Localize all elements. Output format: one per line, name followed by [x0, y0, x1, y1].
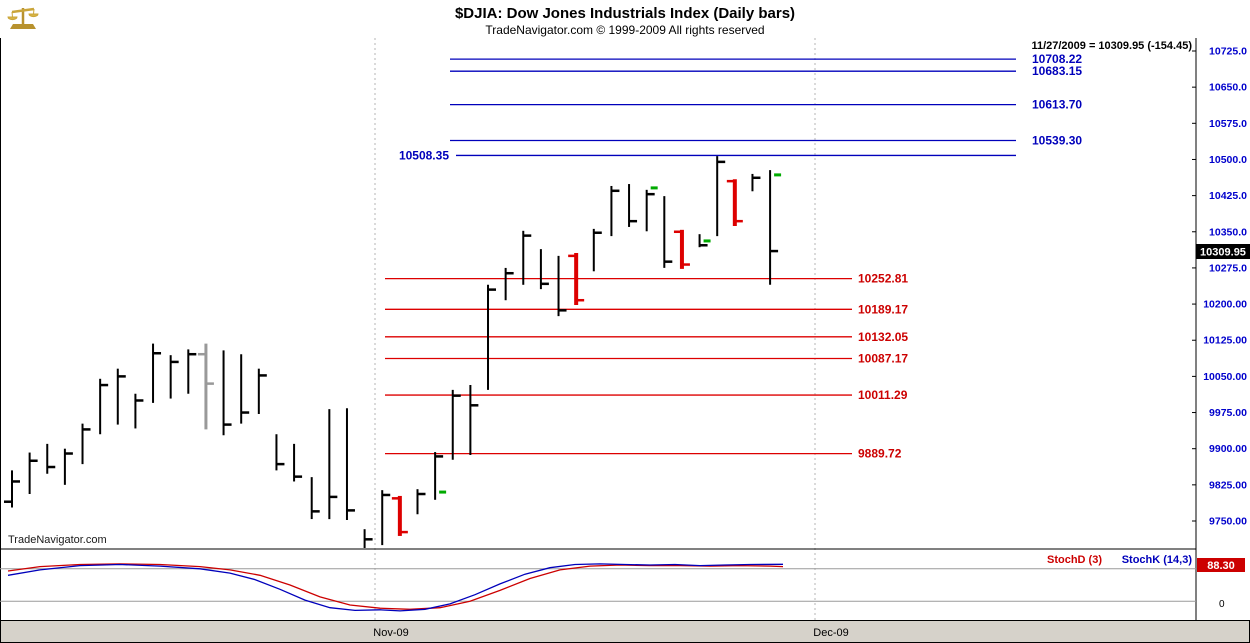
- price-axis-label: 10125.00: [1203, 335, 1247, 347]
- copyright-subtitle: TradeNavigator.com © 1999-2009 All right…: [485, 23, 764, 37]
- price-axis-label: 9975.00: [1209, 407, 1247, 419]
- price-axis-label: 10200.00: [1203, 299, 1247, 311]
- support-label: 10132.05: [858, 330, 908, 344]
- stoch-k-legend[interactable]: StochK (14,3): [1122, 554, 1193, 566]
- watermark: TradeNavigator.com: [8, 534, 107, 546]
- chart-title: $DJIA: Dow Jones Industrials Index (Dail…: [455, 5, 795, 22]
- logo-base: [10, 24, 36, 29]
- last-price-marker-value: 10309.95: [1200, 247, 1246, 259]
- resistance-label: 10508.35: [399, 148, 449, 162]
- resistance-label: 10683.15: [1032, 64, 1082, 78]
- price-axis-label: 9825.00: [1209, 479, 1247, 491]
- last-quote-readout: 11/27/2009 = 10309.95 (-154.45): [1031, 40, 1192, 52]
- price-axis-label: 9900.00: [1209, 443, 1247, 455]
- stoch-k-line: [7, 563, 784, 612]
- month-label-dec: Dec-09: [813, 627, 848, 639]
- stoch-d-line: [7, 563, 784, 610]
- stoch-zero-label: 0: [1219, 599, 1225, 610]
- resistance-label: 10539.30: [1032, 134, 1082, 148]
- price-axis-label: 10725.0: [1209, 46, 1247, 58]
- logo-right-pan: [28, 8, 39, 18]
- resistance-label: 10613.70: [1032, 98, 1082, 112]
- price-axis-label: 9750.00: [1209, 516, 1247, 528]
- price-axis-label: 10650.0: [1209, 82, 1247, 94]
- support-label: 10087.17: [858, 351, 908, 365]
- logo-beam: [11, 7, 35, 14]
- app-logo-icon[interactable]: [7, 7, 39, 29]
- stoch-d-legend[interactable]: StochD (3): [1047, 554, 1102, 566]
- price-axis-label: 10575.0: [1209, 118, 1247, 130]
- date-axis-strip[interactable]: [0, 620, 1250, 643]
- support-label: 9889.72: [858, 447, 902, 461]
- price-axis-label: 10500.0: [1209, 154, 1247, 166]
- price-axis-label: 10425.0: [1209, 190, 1247, 202]
- logo-left-pan: [7, 11, 18, 21]
- stoch-value-marker-box: [1197, 558, 1245, 572]
- support-label: 10189.17: [858, 302, 908, 316]
- stoch-value-marker: 88.30: [1207, 560, 1235, 572]
- support-label: 10011.29: [858, 388, 908, 402]
- resistance-label: 10708.22: [1032, 52, 1082, 66]
- price-axis-label: 10050.00: [1203, 371, 1247, 383]
- price-axis-label: 10350.0: [1209, 226, 1247, 238]
- last-price-marker-box: [1196, 244, 1250, 259]
- price-axis-label: 10275.0: [1209, 262, 1247, 274]
- month-label-nov: Nov-09: [373, 627, 408, 639]
- support-label: 10252.81: [858, 272, 908, 286]
